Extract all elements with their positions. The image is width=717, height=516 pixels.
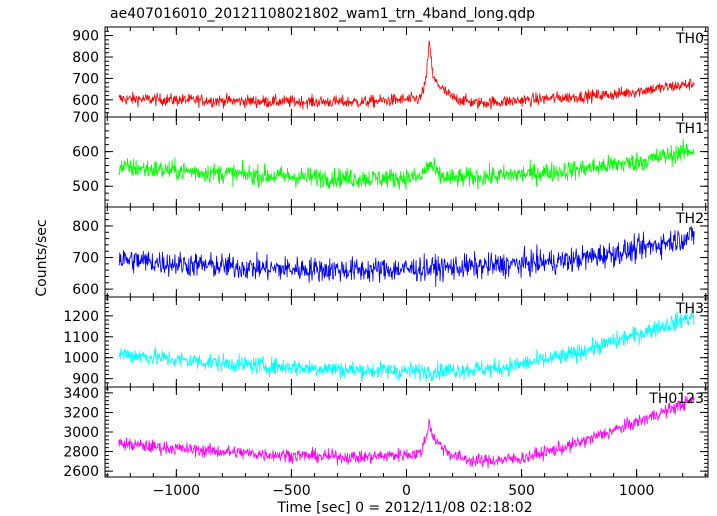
y-tick-label: 3400 (63, 386, 99, 402)
y-tick-label: 600 (72, 282, 99, 298)
panel-th1: 500 600 700 TH1 (72, 110, 709, 208)
panel-th0: 600 700 800 900 TH0 (72, 26, 709, 118)
panel-label-th0: TH0 (675, 31, 704, 47)
y-tick-label: 1000 (63, 351, 99, 367)
panel-frame-th0 (104, 26, 709, 118)
y-tick-label: 800 (72, 50, 99, 66)
y-tick-label: 900 (72, 372, 99, 388)
series-line-th0 (118, 40, 695, 110)
y-tick-label: 500 (72, 179, 99, 195)
y-tick-label: 800 (72, 219, 99, 235)
series-line-th3 (118, 310, 695, 383)
x-tick-label: 500 (508, 483, 535, 499)
y-tick-label: 600 (72, 145, 99, 161)
y-tick-label: 2800 (63, 445, 99, 461)
panel-label-th0123: TH0123 (648, 391, 704, 407)
y-tick-label: 600 (72, 93, 99, 109)
y-tick-label: 900 (72, 29, 99, 45)
panel-label-th1: TH1 (675, 121, 704, 137)
y-tick-label: 3200 (63, 405, 99, 421)
x-axis-label: Time [sec] 0 = 2012/11/08 02:18:02 (276, 500, 532, 516)
x-tick-label: −500 (272, 483, 310, 499)
panel-th2: 600 700 800 TH2 (72, 206, 709, 298)
series-line-th0123 (118, 395, 695, 469)
y-tick-label: 1100 (63, 330, 99, 346)
series-line-th2 (118, 226, 695, 287)
panel-th0123: 2600 2800 3000 3200 3400 TH0123 (63, 386, 709, 480)
y-tick-label: 3000 (63, 425, 99, 441)
y-tick-label: 1200 (63, 309, 99, 325)
chart-title: ae407016010_20121108021802_wam1_trn_4ban… (110, 6, 535, 22)
y-axis-label: Counts/sec (34, 219, 50, 296)
panel-frame-th0123 (104, 386, 709, 478)
y-tick-label: 2600 (63, 464, 99, 480)
y-tick-label: 700 (72, 110, 99, 126)
x-tick-label: 0 (402, 483, 411, 499)
panel-label-th3: TH3 (675, 301, 704, 317)
y-tick-label: 700 (72, 71, 99, 87)
x-tick-label: 1000 (619, 483, 655, 499)
panel-label-th2: TH2 (675, 211, 704, 227)
panel-th3: 900 1000 1100 1200 TH3 (63, 296, 709, 388)
panel-frame-th3 (104, 296, 709, 388)
y-tick-label: 700 (72, 251, 99, 267)
series-line-th1 (118, 138, 695, 191)
x-tick-label: −1000 (153, 483, 200, 499)
panel-frame-th1 (104, 116, 709, 208)
